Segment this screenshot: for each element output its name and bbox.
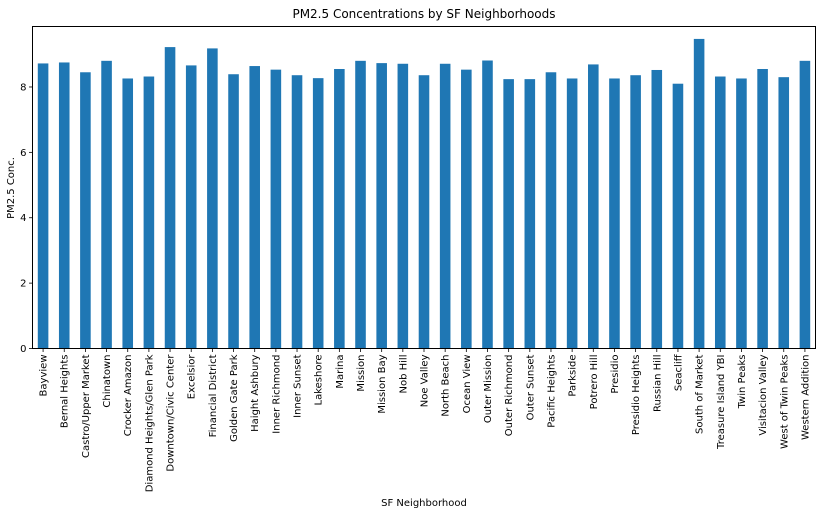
x-tick-label: Potrero Hill	[589, 355, 600, 410]
x-tick-label: Bayview	[39, 355, 50, 397]
x-tick-label: Lakeshore	[314, 355, 325, 406]
x-tick-label: Nob Hill	[398, 355, 409, 394]
bars-group	[37, 38, 811, 349]
bar	[58, 62, 70, 349]
bar	[524, 79, 536, 349]
x-tick-label: Mission	[356, 355, 367, 392]
x-tick-label: Treasure Island YBI	[716, 355, 727, 450]
bar	[736, 78, 747, 349]
bar	[588, 64, 599, 349]
bar	[693, 38, 705, 349]
x-tick-label: West of Twin Peaks	[779, 355, 790, 449]
x-tick-label: Financial District	[208, 354, 219, 437]
bar	[355, 60, 366, 349]
bar	[566, 78, 578, 349]
x-tick-label: Diamond Heights/Glen Park	[144, 354, 155, 492]
x-tick-label: Castro/Upper Market	[81, 354, 92, 458]
bar	[101, 60, 112, 349]
bar	[651, 69, 663, 349]
x-tick-label: Western Addition	[800, 355, 811, 440]
x-tick-label: Parkside	[568, 355, 579, 397]
bar	[397, 63, 409, 349]
plot-frame	[32, 26, 816, 349]
x-tick-label: Inner Sunset	[293, 354, 304, 417]
x-tick-label: Pacific Heights	[546, 355, 557, 428]
y-axis-label: PM2.5 Conc.	[6, 157, 17, 219]
y-tick-label: 2	[20, 279, 26, 290]
bar	[439, 63, 451, 349]
x-tick-label: South of Market	[695, 354, 706, 434]
bar	[334, 68, 345, 349]
y-tick-label: 0	[20, 344, 26, 355]
x-tick-label: Outer Mission	[483, 354, 494, 423]
x-tick-label: Visitacion Valley	[758, 354, 769, 435]
x-tick-label: Golden Gate Park	[229, 354, 240, 442]
bar	[312, 78, 324, 349]
bar	[228, 74, 239, 349]
bar	[609, 78, 620, 349]
x-tick-label: Presidio	[610, 355, 621, 394]
y-tick-label: 6	[20, 148, 26, 159]
x-tick-label: Inner Richmond	[271, 355, 282, 434]
x-tick-label: North Beach	[441, 355, 452, 417]
x-tick-label: Mission Bay	[377, 354, 388, 413]
x-tick-label: Marina	[335, 355, 346, 389]
bar	[185, 65, 197, 349]
x-tick-label: Chinatown	[102, 355, 113, 408]
x-tick-label: Outer Sunset	[525, 354, 536, 420]
x-tick-label: Presidio Heights	[631, 355, 642, 436]
y-tick-label: 8	[20, 82, 26, 93]
bar	[503, 79, 514, 349]
bar	[418, 75, 430, 349]
bar	[630, 75, 641, 349]
x-tick-label: Russian Hill	[652, 355, 663, 413]
x-tick-label: Twin Peaks	[737, 355, 748, 410]
x-tick-label: Bernal Heights	[60, 355, 71, 429]
x-tick-label: Downtown/Civic Center	[166, 354, 177, 472]
bar	[545, 72, 557, 349]
bar	[482, 60, 493, 349]
bar	[249, 66, 260, 349]
bar	[143, 76, 155, 349]
y-tick-label: 4	[20, 213, 26, 224]
bar	[714, 76, 726, 349]
bar	[461, 69, 472, 349]
chart-title: PM2.5 Concentrations by SF Neighborhoods	[292, 7, 555, 21]
x-tick-label: Excelsior	[187, 354, 198, 400]
bar	[164, 47, 176, 349]
bar	[799, 60, 811, 349]
bar	[376, 63, 387, 349]
bar	[122, 78, 134, 349]
bar	[757, 68, 768, 349]
x-axis-label: SF Neighborhood	[381, 498, 467, 509]
x-tick-label: Ocean View	[462, 355, 473, 414]
bar	[80, 72, 91, 349]
bar	[778, 77, 790, 349]
bar	[291, 75, 303, 349]
x-tick-label: Seacliff	[673, 353, 684, 391]
x-tick-label: Noe Valley	[420, 354, 431, 407]
bar	[672, 83, 684, 349]
x-tick-label: Outer Richmond	[504, 355, 515, 437]
bar	[270, 69, 282, 349]
x-tick-label: Crocker Amazon	[123, 355, 134, 437]
bar	[207, 48, 218, 349]
y-axis: 0 2 4 6 8	[20, 82, 33, 355]
x-axis: Bayview Bernal Heights Castro/Upper Market…	[39, 348, 811, 492]
bar	[37, 63, 49, 349]
x-tick-label: Haight Ashbury	[250, 354, 261, 431]
